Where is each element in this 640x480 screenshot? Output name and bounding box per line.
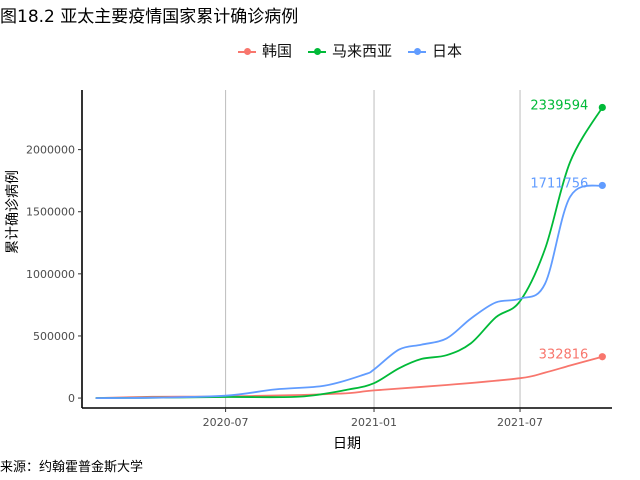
series-end-label-korea: 332816: [539, 348, 589, 363]
series-end-label-malaysia: 2339594: [530, 98, 588, 113]
legend-item-japan: 日本: [406, 40, 462, 61]
series-end-point-japan: [598, 181, 606, 190]
x-axis-label: 日期: [333, 436, 361, 452]
series-end-point-korea: [598, 353, 606, 361]
legend-label-japan: 日本: [432, 42, 463, 60]
series-end-label-japan: 1711756: [530, 176, 588, 191]
y-tick-label-1: 500000: [33, 330, 75, 343]
y-axis-label: 累计确诊病例: [5, 170, 21, 254]
legend-key-japan: [406, 44, 428, 58]
legend-key-korea: [236, 44, 258, 58]
legend-key-malaysia: [306, 44, 328, 58]
figure-title: 图18.2 亚太主要疫情国家累计确诊病例: [0, 7, 299, 27]
legend-label-malaysia: 马来西亚: [332, 42, 393, 60]
source-note: 来源：约翰霍普金斯大学: [0, 460, 144, 475]
series-line-malaysia: [95, 106, 604, 399]
y-tick-label-3: 1500000: [26, 206, 75, 219]
series-end-point-malaysia: [598, 103, 606, 112]
series-line-japan: [95, 184, 603, 399]
x-tick-label-0: 2020-07: [203, 416, 249, 429]
series-line-korea: [95, 355, 603, 399]
legend-item-korea: 韩国: [236, 40, 292, 61]
y-tick-label-0: 0: [68, 392, 75, 405]
x-tick-label-1: 2021-01: [351, 416, 397, 429]
legend-item-malaysia: 马来西亚: [306, 40, 392, 61]
chart-legend: 韩国 马来西亚 日本: [236, 40, 462, 61]
y-tick-label-4: 2000000: [26, 144, 75, 157]
x-tick-label-2: 2021-07: [497, 416, 543, 429]
y-tick-label-2: 1000000: [26, 268, 75, 281]
legend-label-korea: 韩国: [262, 42, 293, 60]
